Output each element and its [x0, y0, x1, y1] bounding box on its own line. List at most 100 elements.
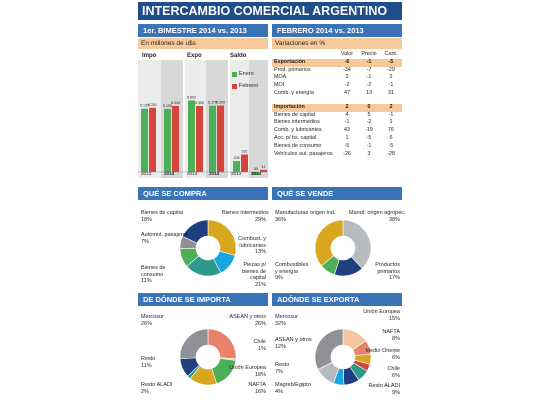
bar-expo-2013-enero [188, 100, 195, 172]
col-header-cant: Cant. [384, 51, 398, 57]
importa-label: ASEAN y otros 26% [229, 314, 266, 327]
importa-label: Unión Europea 18% [229, 365, 266, 378]
bar-saldo-2014-enero [252, 172, 259, 175]
legend-swatch-febrero [232, 84, 237, 89]
slice-mercosur [314, 328, 344, 370]
legend-enero: Enero [239, 71, 254, 77]
year-impo-2014: 2014 [164, 171, 175, 176]
col-header-precio: Precio [361, 51, 377, 57]
compra-header: QUÉ SE COMPRA [138, 187, 268, 200]
table-row-importacion: Importación 2 0 2 [272, 103, 402, 112]
year-saldo-2014: 2014 [251, 171, 262, 176]
bar-impo-2013-febrero [149, 107, 156, 172]
bar-value-label: 331 [242, 150, 248, 154]
page-title: INTERCAMBIO COMERCIAL ARGENTINO [138, 2, 402, 20]
table-row: Bienes de capital 4 5 -1 [274, 111, 394, 118]
exportacion-label: Exportación [274, 58, 306, 65]
vende-label: Productos primarios 17% [375, 262, 400, 281]
bar-value-label: 5.201 [148, 103, 157, 107]
legend-febrero: Febrero [239, 83, 259, 89]
exporta-label: Mercosur 32% [275, 314, 298, 327]
table-row: MOA 2 -1 2 [274, 74, 393, 81]
bar-value-label: 5.390 [216, 101, 225, 105]
bar-value-label: -55 [253, 167, 258, 171]
importa-label: NAFTA 16% [248, 382, 266, 395]
bar-saldo-2014-febrero [260, 169, 267, 172]
slice-bienes-de-capital [182, 219, 209, 244]
table-row: Bienes de consumo -5 -1 -5 [274, 142, 394, 149]
table-row: Acc. p/ bs. capital 1 -5 6 [274, 134, 393, 141]
importa-label: Mercosur 26% [141, 314, 164, 327]
variaciones-table: Valor Precio Cant. Exportación -6 -1 -5 … [272, 51, 402, 158]
exporta-label: Chile 6% [387, 366, 400, 379]
table-row: Bienes intermedios -1 -2 1 [274, 119, 393, 126]
slice-manuf-origen-agropec- [342, 219, 372, 269]
bar-impo-2014-enero [164, 109, 171, 172]
table-row: Vehículos aut. pasajeros -26 3 -28 [274, 150, 395, 157]
bar-value-label: 5.349 [171, 101, 180, 105]
bar-value-label: 41 [262, 165, 266, 169]
table-row: Prod. primarios -34 -7 -29 [274, 66, 395, 73]
legend-swatch-enero [232, 72, 237, 77]
compra-label: Piezas p/ bienes de capital 21% [242, 262, 266, 288]
slice-asean-y-otros [207, 328, 237, 360]
importa-label: Resto ALADI 2% [141, 382, 173, 395]
importacion-precio: 0 [367, 103, 371, 110]
col-header-valor: Valor [340, 51, 354, 57]
bar-value-label: 5.106 [163, 104, 172, 108]
exportacion-precio: -1 [366, 58, 372, 65]
year-expo-2013: 2013 [187, 171, 198, 176]
exportacion-valor: -6 [344, 58, 350, 65]
year-saldo-2013: 2013 [231, 171, 242, 176]
compra-label: Combust. y lubricantes 13% [238, 236, 266, 255]
importa-header: DE DÓNDE SE IMPORTA [138, 293, 268, 306]
slice-mercosur [179, 328, 209, 360]
vende-label: Manufacturas origen ind. 36% [275, 210, 336, 223]
exporta-label: Magreb/Egipto 4% [275, 382, 311, 395]
bar-impo-2014-febrero [172, 106, 179, 172]
bar-value-label: 5.376 [208, 101, 217, 105]
table-row: MOI -2 -2 -1 [274, 82, 394, 89]
exporta-label: Resto 7% [275, 362, 290, 375]
importacion-label: Importación [274, 103, 305, 110]
bimestre-subheader: En millones de u$s [138, 38, 268, 49]
vende-header: QUÉ SE VENDE [272, 187, 402, 200]
exporta-label: Medio Oriente 6% [365, 348, 400, 361]
donut-compra [179, 219, 237, 277]
year-impo-2013: 2013 [141, 171, 152, 176]
compra-label: Bienes de consumo 11% [141, 265, 166, 284]
bar-value-label: 5.135 [140, 104, 149, 108]
importacion-cant: 2 [389, 103, 393, 110]
exporta-header: ADÓNDE SE EXPORTA [272, 293, 402, 306]
exporta-label: NAFTA 8% [382, 329, 400, 342]
bar-value-label: 5.355 [195, 101, 204, 105]
exportacion-cant: -5 [388, 58, 394, 65]
slice-manufacturas-origen-ind- [314, 219, 344, 267]
table-row-exportacion: Exportación -6 -1 -5 [272, 58, 402, 67]
compra-label: Automot. pasajeros 7% [141, 232, 189, 245]
exporta-label: ASEAN y otros 12% [275, 337, 312, 350]
febrero-subheader: Variaciones en % [272, 38, 402, 49]
donut-exporta [314, 328, 372, 386]
slice-bienes-intermedios [207, 219, 237, 256]
bar-value-label: 5.802 [187, 95, 196, 99]
bimestre-header: 1er. BIMESTRE 2014 vs. 2013 [138, 24, 268, 37]
bar-impo-2013-enero [141, 108, 148, 172]
exporta-label: Unión Europea 15% [363, 309, 400, 322]
bar-expo-2013-febrero [196, 105, 203, 172]
febrero-header: FEBRERO 2014 vs. 2013 [272, 24, 402, 37]
importa-label: Chile 1% [253, 339, 266, 352]
group-label-saldo: Saldo [230, 53, 247, 59]
importa-label: Resto 11% [141, 356, 156, 369]
exporta-label: Resto ALADI 9% [368, 383, 401, 396]
group-label-expo: Expo [187, 53, 202, 59]
bar-expo-2014-enero [209, 105, 216, 172]
donut-vende [314, 219, 372, 277]
vende-label: Manuf. origen agropec. 38% [349, 210, 406, 223]
table-row: Comb. y energía 47 13 31 [274, 89, 394, 96]
importacion-valor: 2 [345, 103, 349, 110]
bar-expo-2014-febrero [217, 105, 224, 172]
year-expo-2014: 2014 [209, 171, 220, 176]
